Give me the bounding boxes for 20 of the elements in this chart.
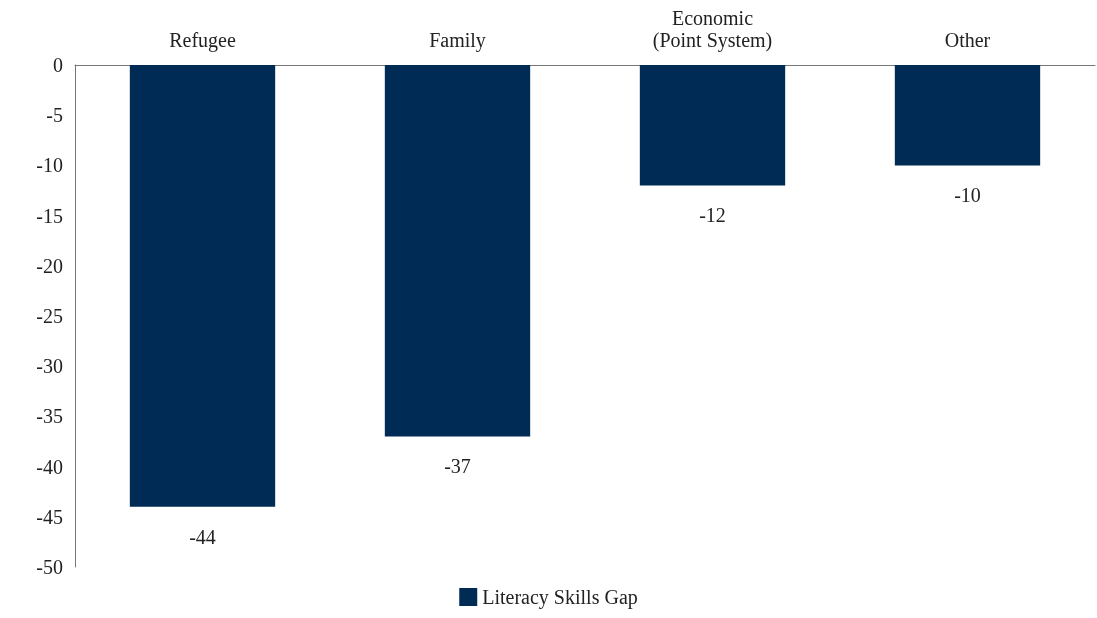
data-label: -44 <box>189 525 216 548</box>
data-label: -12 <box>699 204 726 227</box>
y-tick-label: -5 <box>46 104 63 127</box>
x-tick-label: Economic (Point System) <box>652 7 773 52</box>
y-tick-label: -45 <box>36 505 63 528</box>
x-tick-label: Other <box>944 29 991 51</box>
y-tick-label: -25 <box>36 305 63 327</box>
y-tick-label: -30 <box>36 355 63 378</box>
y-tick-label: 0 <box>53 54 63 76</box>
y-tick-label: -10 <box>36 154 63 177</box>
y-tick-label: -15 <box>36 204 63 227</box>
legend-label: Literacy Skills Gap <box>482 586 638 609</box>
y-tick-label: -50 <box>36 556 63 578</box>
data-label: -37 <box>444 455 471 478</box>
x-tick-label: Refugee <box>169 29 236 52</box>
y-tick-label: -20 <box>36 254 63 277</box>
data-label: -10 <box>954 184 981 207</box>
y-tick-label: -35 <box>36 405 63 428</box>
y-tick-label: -40 <box>36 455 63 478</box>
x-tick-label: Family <box>429 29 486 52</box>
